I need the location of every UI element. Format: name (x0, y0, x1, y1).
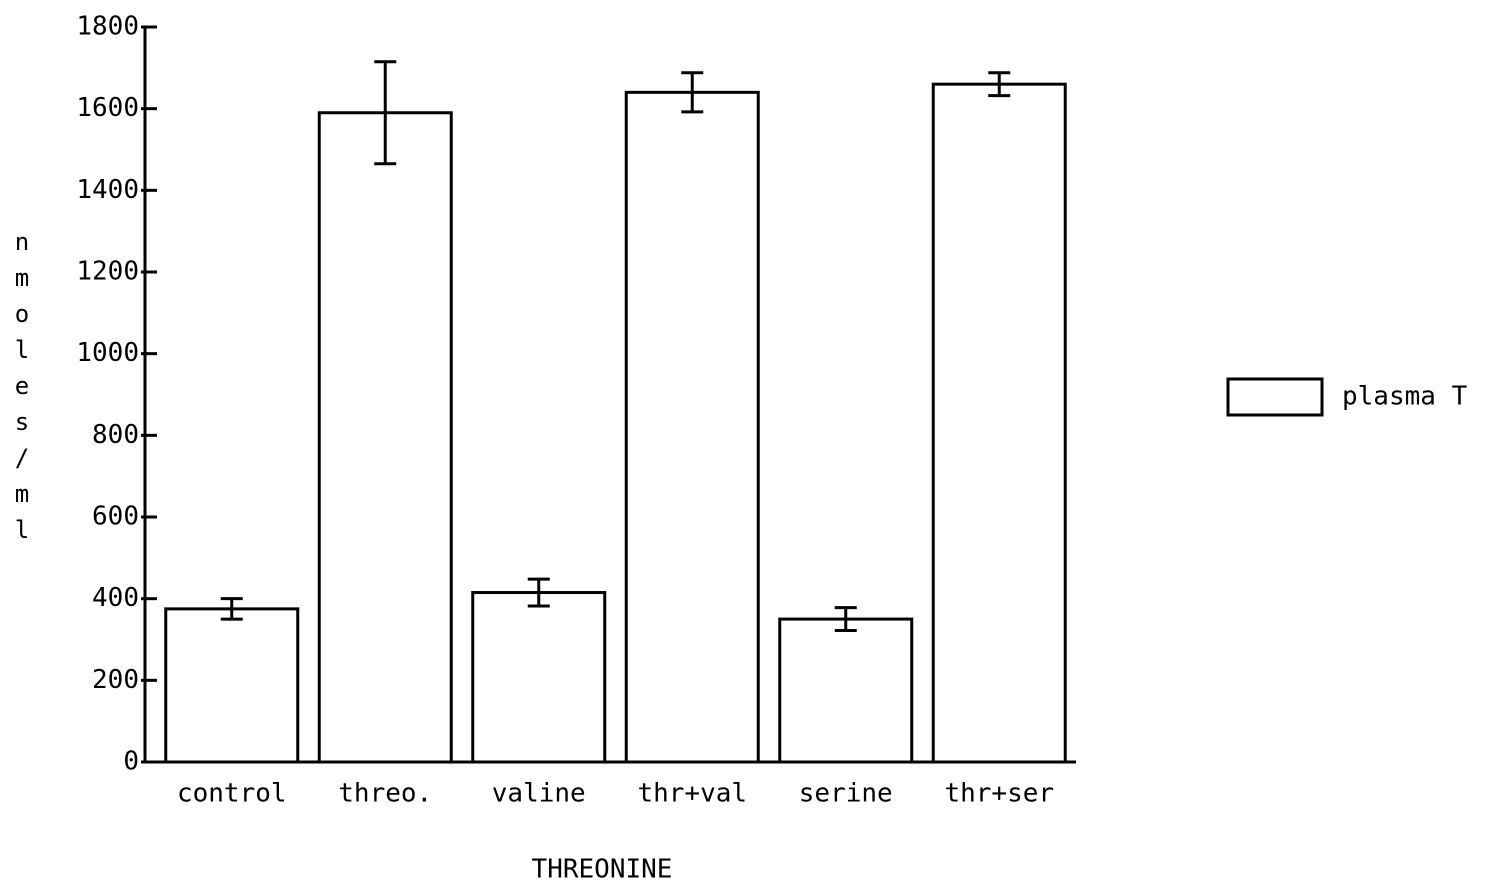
x-axis-label: THREONINE (532, 855, 673, 884)
bar (471, 591, 607, 764)
x-tick-label: threo. (338, 779, 432, 809)
y-tick-label: 1400 (76, 175, 139, 205)
y-tick-label: 200 (92, 665, 139, 695)
x-tick-label: serine (799, 779, 893, 809)
y-tick-label: 1600 (76, 93, 139, 123)
bar (164, 607, 300, 764)
x-tick-label: thr+val (637, 779, 747, 809)
y-tick-label: 1200 (76, 257, 139, 287)
y-tick-label: 0 (123, 747, 139, 777)
y-tick-label: 800 (92, 420, 139, 450)
y-tick-label: 1000 (76, 338, 139, 368)
bar (778, 617, 914, 764)
bar (624, 90, 760, 764)
y-tick-label: 600 (92, 502, 139, 532)
x-tick-label: control (177, 779, 287, 809)
bar (317, 111, 453, 764)
bar (931, 82, 1067, 764)
y-tick-label: 1800 (76, 12, 139, 42)
legend-swatch (1226, 377, 1324, 417)
legend-label: plasma T (1342, 382, 1468, 412)
y-axis-label: nmoles/ml (8, 228, 36, 552)
y-tick-label: 400 (92, 583, 139, 613)
x-tick-label: thr+ser (944, 779, 1054, 809)
x-tick-label: valine (492, 779, 586, 809)
